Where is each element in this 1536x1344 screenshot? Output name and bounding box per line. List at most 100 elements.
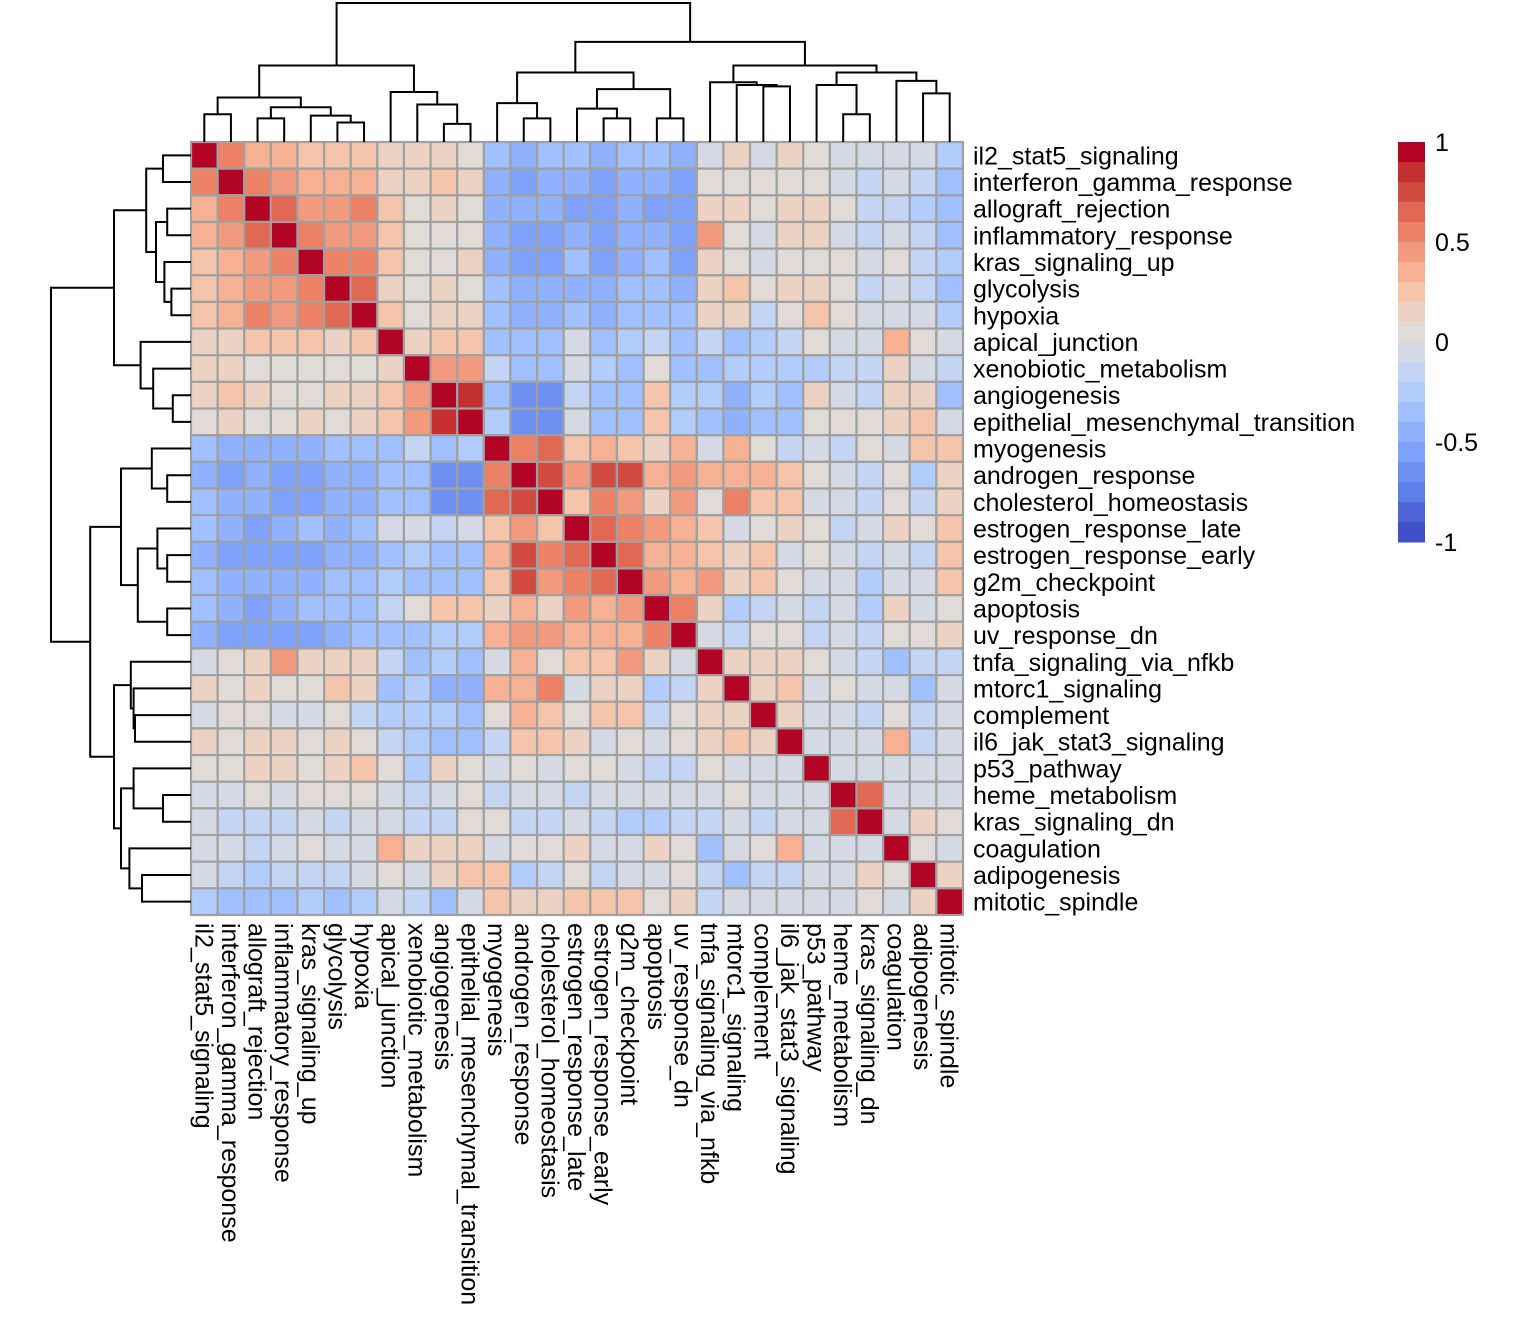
heatmap-cell xyxy=(296,807,326,837)
heatmap-cell xyxy=(376,327,406,357)
heatmap-cell xyxy=(189,220,219,250)
heatmap-cell xyxy=(828,380,858,410)
heatmap-cell xyxy=(296,700,326,730)
heatmap-cell xyxy=(615,220,645,250)
heatmap-cell xyxy=(908,274,938,304)
heatmap-cell xyxy=(669,434,698,463)
row-label: p53_pathway xyxy=(973,755,1122,783)
heatmap-cell xyxy=(748,247,778,277)
heatmap-cell xyxy=(243,194,272,224)
dendrogram-branch xyxy=(203,113,232,142)
heatmap-cell xyxy=(642,807,672,837)
legend-swatch xyxy=(1398,502,1425,523)
heatmap-cell xyxy=(189,407,219,437)
heatmap-cell xyxy=(216,327,246,357)
heatmap-cell xyxy=(669,727,698,757)
heatmap-cell xyxy=(669,620,698,650)
heatmap-cell xyxy=(802,860,831,890)
dendrogram-branch xyxy=(522,117,552,142)
heatmap-cell xyxy=(882,194,911,224)
row-label: angiogenesis xyxy=(973,382,1120,410)
heatmap-cell xyxy=(615,780,645,810)
heatmap-cell xyxy=(323,167,352,197)
legend-swatch xyxy=(1398,342,1425,363)
heatmap-cell xyxy=(828,780,858,810)
heatmap-cell xyxy=(775,833,805,863)
heatmap-cell xyxy=(482,194,512,224)
heatmap-cell xyxy=(349,380,379,410)
heatmap-cell xyxy=(402,540,432,570)
heatmap-cell xyxy=(296,247,326,277)
dendrogram-branch xyxy=(89,525,121,758)
heatmap-cell xyxy=(722,887,752,917)
row-label: cholesterol_homeostasis xyxy=(973,489,1248,517)
dendrogram-branch xyxy=(335,2,692,66)
heatmap-cell xyxy=(562,647,592,677)
heatmap-cell xyxy=(882,860,911,890)
column-label: tnfa_signaling_via_nfkb xyxy=(695,923,723,1184)
heatmap-cell xyxy=(189,567,219,597)
heatmap-cell xyxy=(882,514,911,543)
heatmap-cell xyxy=(243,727,272,757)
heatmap-cell xyxy=(482,247,512,277)
heatmap-cell xyxy=(323,753,352,783)
legend-swatch xyxy=(1398,282,1425,303)
heatmap-cell xyxy=(855,247,885,277)
row-label: interferon_gamma_response xyxy=(973,169,1293,197)
heatmap-cell xyxy=(855,487,885,517)
heatmap-cell xyxy=(269,460,299,490)
heatmap-cell xyxy=(323,194,352,224)
heatmap-cell xyxy=(802,647,831,677)
heatmap-cell xyxy=(935,887,965,917)
heatmap-cell xyxy=(243,807,272,837)
heatmap-cell xyxy=(402,487,432,517)
heatmap-cell xyxy=(216,647,246,677)
heatmap-cell xyxy=(429,833,459,863)
heatmap-cell xyxy=(456,460,485,490)
heatmap-cell xyxy=(828,460,858,490)
heatmap-cell xyxy=(509,274,539,304)
heatmap-cell xyxy=(562,460,592,490)
heatmap-cell xyxy=(509,247,539,277)
heatmap-cell xyxy=(349,434,379,463)
heatmap-cell xyxy=(216,247,246,277)
heatmap-cell xyxy=(269,140,299,170)
heatmap-cell xyxy=(802,540,831,570)
heatmap-cell xyxy=(323,514,352,543)
column-label: interferon_gamma_response xyxy=(216,923,244,1243)
heatmap-cell xyxy=(908,620,938,650)
heatmap-cell xyxy=(296,594,326,623)
heatmap-cell xyxy=(429,460,459,490)
heatmap-cell xyxy=(935,674,965,703)
heatmap-cell xyxy=(349,514,379,543)
heatmap-cell xyxy=(189,700,219,730)
heatmap-cell xyxy=(243,780,272,810)
heatmap-cell xyxy=(642,887,672,917)
heatmap-cell xyxy=(695,807,725,837)
heatmap-cell xyxy=(642,514,672,543)
heatmap-cell xyxy=(855,700,885,730)
column-label: glycolysis xyxy=(322,923,350,1030)
row-label: mitotic_spindle xyxy=(973,889,1138,917)
heatmap-cell xyxy=(562,487,592,517)
heatmap-cell xyxy=(482,220,512,250)
heatmap-cell xyxy=(695,407,725,437)
heatmap-cell xyxy=(642,674,672,703)
heatmap-cell xyxy=(935,567,965,597)
heatmap-cell xyxy=(669,700,698,730)
dendrogram-branch xyxy=(171,394,191,423)
heatmap-cell xyxy=(722,487,752,517)
heatmap-cell xyxy=(722,700,752,730)
heatmap-cell xyxy=(748,220,778,250)
heatmap-cell xyxy=(589,460,619,490)
column-label: apical_junction xyxy=(376,923,404,1088)
heatmap-cell xyxy=(669,540,698,570)
heatmap-cell xyxy=(748,407,778,437)
dendrogram-branch xyxy=(256,117,286,142)
heatmap-cell xyxy=(669,407,698,437)
heatmap-cell xyxy=(269,594,299,623)
heatmap-cell xyxy=(828,594,858,623)
heatmap-cell xyxy=(855,727,885,757)
heatmap-cell xyxy=(296,647,326,677)
heatmap-cell xyxy=(269,514,299,543)
